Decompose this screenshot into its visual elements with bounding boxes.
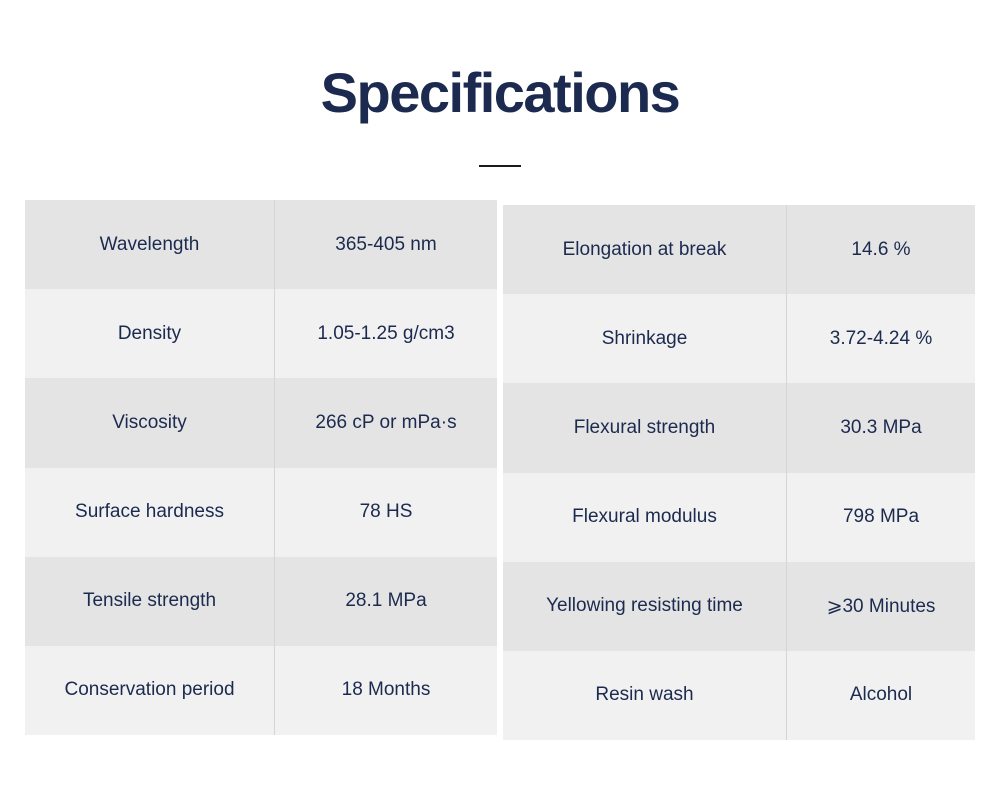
spec-label: Wavelength [25, 200, 275, 290]
spec-row-flexural-strength: Flexural strength 30.3 MPa [503, 383, 975, 473]
spec-row-tensile-strength: Tensile strength 28.1 MPa [25, 556, 497, 646]
spec-value: 1.05-1.25 g/cm3 [317, 322, 455, 344]
spec-row-viscosity: Viscosity 266 cP or mPa·s [25, 378, 497, 468]
spec-label: Conservation period [25, 645, 275, 736]
spec-value: 266 cP or mPa·s [315, 411, 457, 433]
spec-label: Resin wash [503, 650, 787, 741]
page-title: Specifications [320, 61, 681, 124]
spec-row-wavelength: Wavelength 365-405 nm [25, 200, 497, 290]
spec-value: 30.3 MPa [840, 416, 922, 438]
title-underline [479, 165, 521, 167]
spec-value: 798 MPa [842, 506, 920, 528]
spec-label: Yellowing resisting time [503, 561, 787, 651]
spec-table-left: Wavelength 365-405 nm Density 1.05-1.25 … [25, 200, 497, 736]
spec-label: Tensile strength [25, 556, 275, 646]
spec-value: Alcohol [849, 684, 913, 706]
spec-label: Surface hardness [25, 467, 275, 557]
spec-row-flexural-modulus: Flexural modulus 798 MPa [503, 472, 975, 562]
spec-row-surface-hardness: Surface hardness 78 HS [25, 467, 497, 557]
spec-label: Shrinkage [503, 294, 787, 384]
spec-label: Density [25, 289, 275, 379]
spec-label: Elongation at break [503, 205, 787, 295]
spec-value: 18 Months [341, 679, 431, 701]
spec-label: Flexural strength [503, 383, 787, 473]
spec-row-resin-wash: Resin wash Alcohol [503, 650, 975, 741]
spec-label: Flexural modulus [503, 472, 787, 562]
spec-row-yellowing-resisting-time: Yellowing resisting time ⩾30 Minutes [503, 561, 975, 651]
spec-value: ⩾30 Minutes [826, 595, 936, 617]
spec-row-conservation-period: Conservation period 18 Months [25, 645, 497, 736]
spec-value: 28.1 MPa [345, 590, 427, 612]
spec-value: 3.72-4.24 % [829, 327, 933, 349]
spec-row-density: Density 1.05-1.25 g/cm3 [25, 289, 497, 379]
spec-value: 365-405 nm [335, 233, 437, 255]
spec-value: 14.6 % [851, 238, 911, 260]
spec-row-shrinkage: Shrinkage 3.72-4.24 % [503, 294, 975, 384]
spec-label: Viscosity [25, 378, 275, 468]
spec-row-elongation: Elongation at break 14.6 % [503, 205, 975, 295]
spec-table-right: Elongation at break 14.6 % Shrinkage 3.7… [503, 205, 975, 741]
spec-value: 78 HS [359, 501, 413, 523]
